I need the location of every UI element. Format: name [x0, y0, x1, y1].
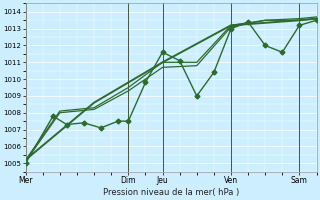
- X-axis label: Pression niveau de la mer( hPa ): Pression niveau de la mer( hPa ): [103, 188, 239, 197]
